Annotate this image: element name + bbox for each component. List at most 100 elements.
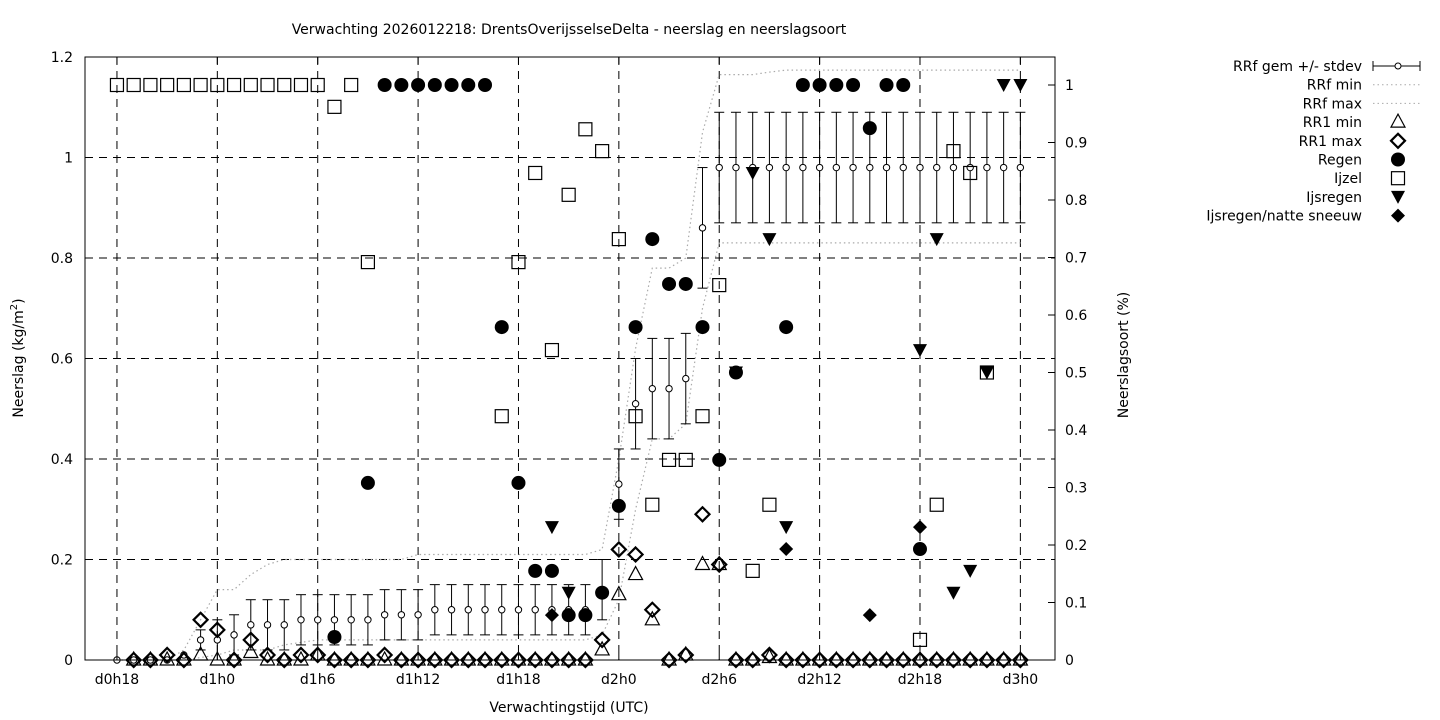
rrf-mean-point	[732, 163, 740, 172]
ijzel-point	[511, 255, 526, 270]
regen-point	[611, 498, 626, 513]
rr1-min-point	[661, 650, 678, 666]
ijzel-point	[210, 77, 225, 93]
y2-tick-label: 0.3	[1065, 481, 1087, 497]
rrf-mean-point	[782, 163, 790, 172]
rr1-min-point	[727, 650, 744, 666]
ijzel-point	[695, 409, 710, 424]
rr1-max-point	[409, 651, 427, 669]
regen-point	[678, 276, 693, 291]
ijsregen-point	[929, 233, 944, 247]
rr1-max-point	[944, 651, 963, 669]
rr1-max-point	[911, 651, 929, 669]
rr1-max-point	[342, 651, 360, 669]
legend-swatch-regen	[1391, 152, 1405, 167]
legend-label-rrf-min: RRf min	[1307, 78, 1362, 94]
rrf-mean-point	[715, 163, 723, 172]
rr1-min-point	[995, 650, 1012, 666]
y2-tick-label: 0.6	[1065, 308, 1087, 324]
rrf-mean-point	[347, 616, 355, 624]
x-tick-label: d2h6	[701, 672, 737, 688]
legend-swatch-ijsregen-natte-sneeuw	[1391, 208, 1405, 223]
regen-point	[427, 78, 442, 93]
rr1-max-point	[192, 611, 210, 629]
rr1-max-point	[760, 646, 778, 664]
ijzel-point	[277, 77, 292, 93]
rrf-mean-point	[815, 163, 824, 172]
ijzel-point	[494, 409, 509, 424]
rrf-mean-point	[866, 163, 874, 172]
legend-swatch-circle	[1394, 62, 1402, 70]
rr1-min-point	[426, 650, 443, 666]
ijzel-point	[226, 77, 242, 93]
ijzel-point	[243, 77, 258, 93]
rr1-max-point	[928, 651, 946, 669]
rrf-mean-point	[933, 163, 941, 172]
rr1-max-point	[476, 651, 494, 669]
rrf-mean-point	[882, 163, 891, 172]
ijsregen-natte-sneeuw-point	[544, 608, 559, 623]
rr1-max-point	[359, 651, 377, 669]
legend-swatch-rr1-min	[1389, 112, 1407, 128]
x-tick-label: d1h0	[200, 672, 236, 688]
rr1-max-point	[593, 631, 611, 649]
regen-point	[528, 563, 543, 578]
y-axis-label-main: Neerslag (kg/m	[11, 310, 27, 417]
y2-axis-label: Neerslagsoort (%)	[1116, 292, 1132, 418]
rr1-min-point	[845, 650, 862, 666]
rr1-min-point	[393, 650, 410, 666]
ijsregen-point	[946, 586, 961, 600]
x-tick-label: d3h0	[1003, 672, 1039, 688]
rr1-min-point	[828, 650, 845, 666]
regen-point	[360, 475, 375, 490]
rr1-max-point	[627, 545, 645, 564]
regen-point	[879, 78, 894, 93]
data-marks	[109, 77, 1029, 669]
legend-swatch-ijzel	[1390, 171, 1406, 186]
y-tick-label: 0.4	[51, 452, 73, 468]
rr1-min-point	[644, 610, 661, 626]
ijsregen-point	[544, 521, 559, 535]
rr1-min-point	[811, 650, 828, 666]
rr1-max-point	[961, 651, 979, 669]
rr1-max-point	[710, 555, 728, 574]
regen-point	[779, 320, 794, 335]
rr1-min-point	[911, 650, 928, 666]
rr1-min-point	[1012, 650, 1029, 666]
legend-label-rrf-max: RRf max	[1303, 96, 1362, 112]
ijsregen-point	[996, 79, 1011, 93]
rrf-mean-point	[397, 611, 406, 619]
regen-point	[712, 452, 727, 467]
rr1-max-point	[526, 651, 544, 669]
regen-point	[896, 78, 911, 93]
ijzel-point	[712, 278, 727, 293]
rr1-max-point	[175, 651, 193, 669]
rr1-max-point	[844, 651, 862, 669]
x-tick-label: d1h18	[496, 672, 540, 688]
y-tick-label: 0.8	[51, 251, 73, 267]
rrf-mean-point	[765, 163, 774, 172]
rr1-max-point	[794, 651, 812, 669]
rr1-max-point	[693, 505, 712, 523]
rrf-mean-point	[380, 611, 389, 619]
rr1-max-point	[610, 540, 628, 559]
ijzel-point	[544, 342, 560, 358]
y2-tick-label: 0.8	[1065, 193, 1087, 209]
ijzel-point	[293, 77, 309, 93]
ijsregen-point	[912, 344, 927, 358]
regen-point	[795, 78, 810, 93]
rr1-max-point	[158, 646, 176, 664]
regen-point	[695, 320, 710, 335]
rrf-mean-point	[230, 631, 238, 639]
y2-tick-label: 0.2	[1065, 538, 1087, 554]
rr1-min-point	[594, 640, 611, 656]
rr1-min-point	[794, 650, 811, 666]
y-axis-label: Neerslag (kg/m2)	[9, 298, 27, 417]
rr1-max-point	[811, 651, 829, 669]
ijzel-point	[963, 165, 978, 181]
grid	[85, 57, 1055, 660]
x-axis-label: Verwachtingstijd (UTC)	[489, 700, 648, 716]
rr1-min-point	[276, 650, 293, 666]
rr1-max-point	[208, 621, 226, 639]
rr1-max-point	[493, 651, 511, 669]
